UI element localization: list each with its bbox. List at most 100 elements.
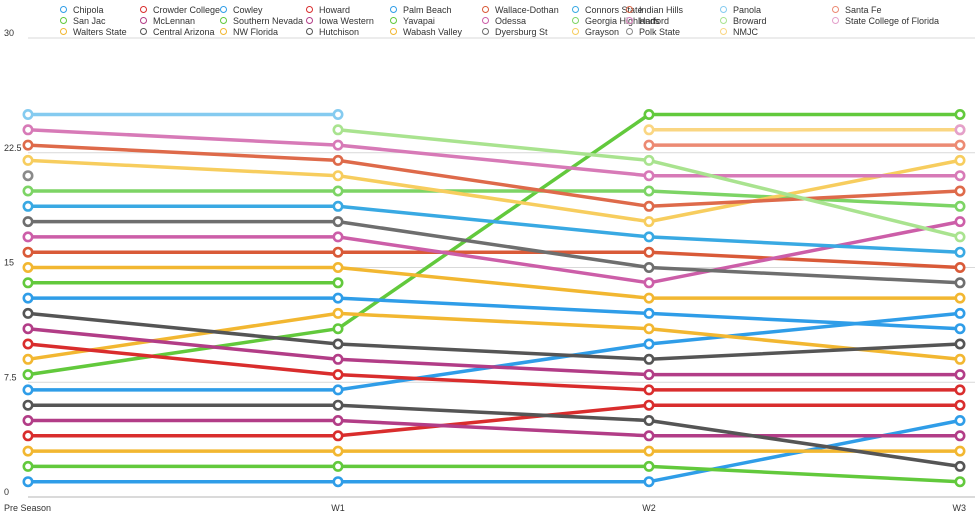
legend-label: Chipola — [73, 5, 104, 15]
series-san-jac — [22, 460, 966, 488]
series-line-segment — [26, 311, 340, 362]
series-line-segment — [647, 311, 962, 346]
series-line-segment — [647, 235, 962, 254]
data-point — [954, 338, 966, 350]
y-tick-label: 30 — [4, 28, 14, 38]
data-point — [22, 476, 34, 488]
legend-label: Odessa — [495, 16, 527, 26]
data-point — [22, 307, 34, 319]
data-point — [643, 430, 655, 442]
data-point — [22, 369, 34, 381]
data-point — [22, 292, 34, 304]
data-point — [332, 154, 344, 166]
data-point — [643, 353, 655, 365]
series-central-arizona — [22, 399, 966, 472]
legend-marker-icon — [572, 17, 579, 24]
legend-label: Iowa Western — [319, 16, 374, 26]
data-point — [954, 353, 966, 365]
data-point — [643, 185, 655, 197]
data-point — [643, 170, 655, 182]
data-point — [22, 185, 34, 197]
legend-label: Palm Beach — [403, 5, 452, 15]
legend-label: Harford — [639, 16, 670, 26]
legend-label: McLennan — [153, 16, 196, 26]
x-tick-label: W3 — [953, 503, 967, 513]
series-line-segment — [26, 128, 340, 147]
series-dyersburg-st — [22, 216, 966, 289]
legend-label: NW Florida — [233, 27, 279, 37]
data-point — [643, 414, 655, 426]
series-chipola — [22, 414, 966, 488]
series-mclennan — [22, 414, 966, 442]
legend-label: NMJC — [733, 27, 758, 37]
x-tick-label: Pre Season — [4, 503, 51, 513]
data-point — [954, 261, 966, 273]
data-point — [643, 200, 655, 212]
data-point — [22, 399, 34, 411]
series-hutchison — [22, 307, 966, 365]
data-point — [954, 124, 966, 136]
data-point — [332, 216, 344, 228]
legend-marker-icon — [60, 6, 67, 13]
series-connors-state — [22, 200, 966, 258]
x-axis-ticks: Pre Season W1 W2 W3 — [4, 503, 966, 513]
series-lines — [22, 109, 966, 488]
data-point — [643, 277, 655, 289]
data-point — [643, 338, 655, 350]
series-palm-beach — [22, 292, 966, 335]
data-point — [332, 277, 344, 289]
data-point — [954, 277, 966, 289]
data-point — [332, 445, 344, 457]
data-point — [954, 307, 966, 319]
y-tick-label: 7.5 — [4, 372, 17, 382]
data-point — [332, 185, 344, 197]
series-line-segment — [26, 326, 340, 362]
series-line-segment — [647, 158, 962, 224]
data-point — [22, 154, 34, 166]
series-line-segment — [336, 403, 651, 423]
series-howard — [22, 338, 966, 396]
data-point — [332, 139, 344, 151]
data-point — [643, 124, 655, 136]
data-point — [954, 430, 966, 442]
data-point — [22, 139, 34, 151]
legend-marker-icon — [572, 6, 579, 13]
data-point — [22, 109, 34, 121]
data-point — [332, 384, 344, 396]
series-line-segment — [647, 418, 962, 469]
series-line-segment — [647, 311, 962, 331]
data-point — [643, 154, 655, 166]
legend-label: Indian Hills — [639, 5, 684, 15]
legend-label: State College of Florida — [845, 16, 940, 26]
legend-marker-icon — [60, 28, 67, 35]
data-point — [954, 476, 966, 488]
series-line-segment — [336, 219, 651, 270]
data-point — [954, 460, 966, 472]
data-point — [22, 414, 34, 426]
series-yavapai — [22, 277, 344, 289]
series-line-segment — [336, 265, 651, 300]
data-point — [643, 292, 655, 304]
legend-label: Crowder College — [153, 5, 221, 15]
legend-label: Walters State — [73, 27, 127, 37]
legend-label: Yavapai — [403, 16, 435, 26]
data-point — [954, 384, 966, 396]
series-line-segment — [647, 326, 962, 362]
data-point — [22, 353, 34, 365]
legend-marker-icon — [390, 6, 397, 13]
data-point — [22, 231, 34, 243]
legend-marker-icon — [482, 28, 489, 35]
series-line-segment — [336, 342, 651, 362]
data-point — [643, 445, 655, 457]
legend-marker-icon — [572, 28, 579, 35]
legend-marker-icon — [720, 17, 727, 24]
legend-label: Wallace-Dothan — [495, 5, 559, 15]
data-point — [643, 109, 655, 121]
series-line-segment — [336, 372, 651, 392]
data-point — [643, 261, 655, 273]
data-point — [643, 216, 655, 228]
series-line-segment — [336, 173, 651, 224]
legend-label: Grayson — [585, 27, 620, 37]
series-iowa-western — [22, 323, 966, 381]
series-line-segment — [647, 219, 962, 285]
